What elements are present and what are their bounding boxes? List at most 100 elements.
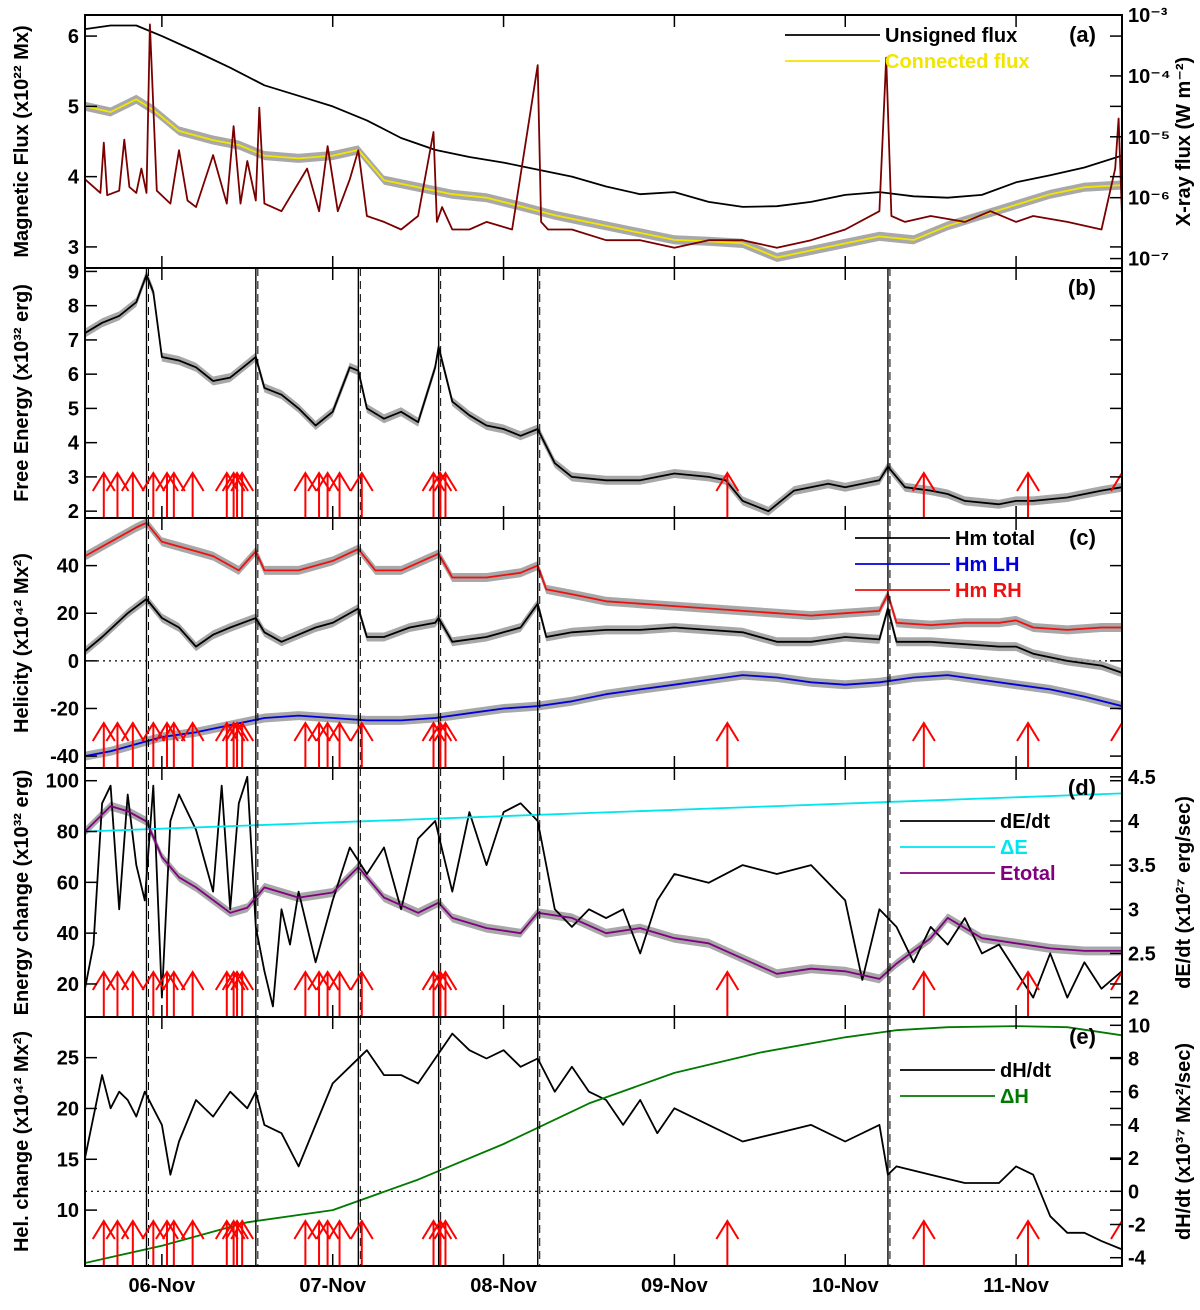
flare-arrow — [307, 471, 331, 518]
uncertainty-band — [85, 94, 1122, 262]
y-axis-label: Magnetic Flux (x10²² Mx) — [11, 25, 33, 257]
flare-arrow — [911, 970, 936, 1017]
y-tick-label: 5 — [68, 96, 79, 118]
y2-tick-label: 10⁻³ — [1128, 5, 1168, 27]
series-line-1 — [85, 598, 1122, 674]
flare-arrow — [120, 721, 145, 768]
y-tick-label: 80 — [57, 822, 79, 844]
flare-arrow — [327, 970, 352, 1017]
flare-arrow — [1110, 471, 1122, 518]
flare-arrow — [230, 471, 255, 518]
uncertainty-band — [85, 670, 1122, 761]
y2-tick-label: 4 — [1128, 1115, 1140, 1137]
series-line-2 — [85, 98, 1122, 259]
y-tick-label: 3 — [68, 237, 79, 259]
y2-tick-label: -2 — [1128, 1215, 1146, 1237]
flare-arrow — [180, 1219, 205, 1266]
series-line-1 — [85, 24, 1122, 208]
flare-arrow — [293, 721, 318, 768]
x-tick-label: 09-Nov — [641, 1275, 709, 1297]
flare-arrow — [1110, 1219, 1122, 1266]
panel-label: (a) — [1069, 22, 1096, 47]
flare-arrow — [180, 471, 205, 518]
flare-arrow — [180, 970, 205, 1017]
flare-arrow — [715, 471, 740, 518]
y-tick-label: 20 — [57, 974, 79, 996]
y2-tick-label: 8 — [1128, 1049, 1139, 1071]
flare-arrow — [230, 721, 255, 768]
flare-arrow — [91, 721, 116, 768]
flare-arrow — [120, 471, 145, 518]
uncertainty-band — [85, 518, 1122, 635]
y2-tick-label: 3.5 — [1128, 855, 1156, 877]
flare-arrow — [349, 721, 374, 768]
panel-4: 20 40 60 80 100 2 2.5 3 3.5 4 4.5 dE/dt (x10²⁷ erg/… — [11, 767, 1195, 1018]
y2-tick-label: 3 — [1128, 899, 1139, 921]
y-tick-label: 40 — [57, 923, 79, 945]
y2-tick-label: 0 — [1128, 1181, 1139, 1203]
y-axis-label: Energy change (x10³² erg) — [11, 770, 33, 1016]
y-tick-label: 4 — [68, 433, 80, 455]
flare-arrow — [327, 1219, 352, 1266]
y-axis-label: Hel. change (x10⁴² Mx²) — [11, 1031, 33, 1252]
flare-arrow — [180, 721, 205, 768]
y-tick-label: 8 — [68, 296, 79, 318]
y2-tick-label: 2.5 — [1128, 943, 1156, 965]
y-tick-label: 20 — [57, 603, 79, 625]
panel-frame — [84, 767, 1123, 1018]
flare-arrow — [433, 721, 458, 768]
flare-arrow — [120, 1219, 145, 1266]
series-line-2 — [85, 674, 1122, 757]
legend-label: Hm LH — [955, 554, 1019, 576]
flare-arrow — [141, 1219, 166, 1266]
y-tick-label: 2 — [68, 501, 79, 523]
flare-arrow — [91, 1219, 116, 1266]
flare-arrow — [293, 970, 318, 1017]
flare-arrow — [230, 1219, 255, 1266]
plot-area — [85, 23, 1122, 262]
legend-label: Hm total — [955, 528, 1035, 550]
y2-axis-label: dH/dt (x10³⁷ Mx²/sec) — [1173, 1043, 1195, 1240]
plot-area — [85, 518, 1122, 768]
flare-arrow — [911, 471, 936, 518]
series-line-1 — [85, 1032, 1122, 1251]
legend-label: Etotal — [1000, 863, 1056, 885]
panel-label: (c) — [1069, 525, 1096, 550]
y-tick-label: -20 — [50, 698, 79, 720]
flare-arrow — [315, 1219, 340, 1266]
y-tick-label: 6 — [68, 26, 79, 48]
flare-arrow — [1110, 721, 1122, 768]
y2-tick-label: 10⁻⁵ — [1128, 127, 1170, 149]
panel-5: 10 15 20 25 -4 -2 0 2 4 6 8 10 dH/dt (x10³⁷ Mx²/sec)… — [11, 1015, 1195, 1269]
flare-arrow — [315, 721, 340, 768]
series-line-1 — [85, 775, 1122, 1008]
x-tick-label: 07-Nov — [299, 1275, 367, 1297]
flare-arrow — [91, 970, 116, 1017]
flare-arrow — [315, 471, 340, 518]
y2-tick-label: 10⁻⁴ — [1128, 66, 1171, 88]
flare-arrow — [433, 970, 458, 1017]
flare-arrow — [230, 970, 255, 1017]
y2-tick-label: -4 — [1128, 1248, 1147, 1270]
flare-arrow — [715, 970, 740, 1017]
flare-arrow — [715, 1219, 740, 1266]
y2-tick-label: 4 — [1128, 811, 1140, 833]
flare-arrow — [105, 970, 130, 1017]
flare-arrow — [911, 1219, 936, 1266]
x-tick-label: 11-Nov — [983, 1275, 1049, 1297]
flare-arrow — [105, 1219, 130, 1266]
flare-arrow — [1016, 721, 1040, 768]
flare-arrow — [911, 721, 936, 768]
flare-arrow — [307, 970, 331, 1017]
y-tick-label: 6 — [68, 364, 79, 386]
y-tick-label: 40 — [57, 556, 79, 578]
y2-tick-label: 4.5 — [1128, 767, 1156, 789]
legend-label: ΔH — [1000, 1086, 1029, 1108]
flare-arrow — [315, 970, 340, 1017]
legend-label: ΔE — [1000, 837, 1028, 859]
y2-tick-label: 2 — [1128, 988, 1139, 1010]
y2-tick-label: 2 — [1128, 1148, 1139, 1170]
flare-arrow — [349, 1219, 374, 1266]
flare-arrow — [161, 970, 186, 1017]
plot-area — [85, 768, 1122, 1017]
